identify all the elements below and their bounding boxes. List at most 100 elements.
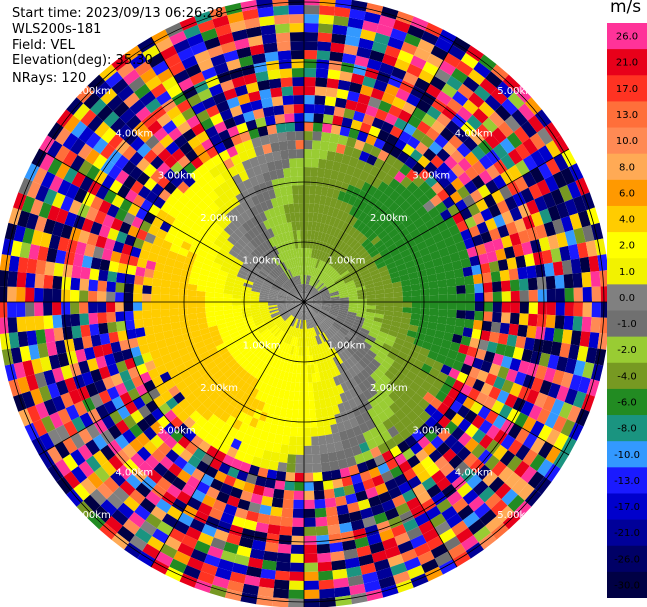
ppi-gate <box>374 313 384 319</box>
ppi-gate <box>448 224 461 237</box>
ppi-gate <box>383 283 393 290</box>
ppi-gate <box>260 24 276 36</box>
ppi-gate <box>169 308 179 317</box>
ppi-gate <box>34 371 48 389</box>
ppi-gate <box>467 387 481 401</box>
ppi-gate <box>47 122 64 141</box>
ppi-gate <box>329 310 339 315</box>
ppi-gate <box>107 149 123 165</box>
ppi-gate <box>319 222 325 233</box>
field-label: Field: VEL <box>12 38 75 53</box>
ppi-gate <box>198 227 210 239</box>
ppi-gate <box>291 59 304 69</box>
ppi-gate <box>364 365 374 376</box>
ppi-gate <box>260 201 269 212</box>
ppi-gate <box>494 104 512 122</box>
ppi-gate <box>451 68 468 84</box>
ppi-gate <box>362 516 377 528</box>
ppi-gate <box>312 299 322 302</box>
ppi-gate <box>255 275 265 282</box>
ppi-gate <box>306 328 310 338</box>
ppi-gate <box>165 397 179 410</box>
ppi-gate <box>431 168 445 182</box>
ppi-gate <box>415 448 429 463</box>
ppi-gate <box>514 412 529 428</box>
ppi-gate <box>472 480 489 496</box>
ppi-gate <box>252 408 263 420</box>
ppi-gate <box>62 264 73 278</box>
ppi-gate <box>292 258 297 268</box>
ppi-gate <box>366 261 377 270</box>
ppi-gate <box>355 159 367 171</box>
ppi-gate <box>115 139 131 155</box>
ppi-gate <box>545 446 562 464</box>
ppi-gate <box>564 358 577 375</box>
ppi-gate <box>408 271 419 280</box>
ppi-gate <box>221 334 232 343</box>
ppi-gate <box>110 470 126 487</box>
ppi-gate <box>320 343 326 353</box>
ppi-gate <box>227 358 238 369</box>
ppi-gate <box>245 219 255 230</box>
ppi-gate <box>394 183 407 195</box>
ppi-gate <box>322 416 331 427</box>
ppi-gate <box>166 83 183 99</box>
ppi-gate <box>245 167 256 179</box>
ppi-gate <box>371 342 382 351</box>
ppi-gate <box>327 284 337 290</box>
ppi-gate <box>159 134 174 149</box>
ppi-gate <box>304 391 310 401</box>
ppi-gate <box>355 316 365 322</box>
ppi-gate <box>431 491 447 506</box>
ppi-gate <box>283 371 289 382</box>
ppi-gate <box>437 316 448 325</box>
ppi-gate <box>330 304 340 308</box>
ppi-gate <box>63 471 81 489</box>
ppi-gate <box>229 20 246 33</box>
ppi-gate <box>294 212 300 222</box>
ppi-gate <box>341 272 351 280</box>
ppi-gate <box>318 435 327 446</box>
ppi-gate <box>304 302 306 311</box>
ppi-gate <box>472 212 485 226</box>
ppi-gate <box>30 198 44 216</box>
ppi-gate <box>359 470 372 482</box>
ppi-gate <box>115 282 125 293</box>
ppi-gate <box>308 382 314 392</box>
ppi-gate <box>384 292 394 298</box>
ppi-gate <box>536 276 547 290</box>
ppi-gate <box>457 171 472 186</box>
ppi-gate <box>308 328 312 338</box>
colorbar-tick-label: -6.0 <box>617 397 637 408</box>
ppi-gate <box>328 285 337 291</box>
ppi-gate <box>488 331 500 344</box>
ppi-gate <box>343 484 356 496</box>
ppi-gate <box>70 277 81 291</box>
ppi-gate <box>304 113 314 123</box>
ppi-gate <box>203 433 216 446</box>
ppi-gate <box>289 317 295 326</box>
ppi-gate <box>343 348 353 358</box>
ppi-gate <box>13 361 26 379</box>
ppi-gate <box>85 164 101 181</box>
ppi-gate <box>371 415 383 427</box>
ppi-gate <box>249 436 260 448</box>
ppi-gate <box>245 276 255 283</box>
ppi-gate <box>452 497 469 514</box>
ppi-gate <box>205 125 219 139</box>
ppi-gate <box>220 512 235 525</box>
ppi-gate <box>429 194 443 207</box>
ppi-gate <box>25 374 39 391</box>
ppi-gate <box>277 177 286 188</box>
ppi-gate <box>289 427 298 437</box>
ppi-gate <box>83 346 96 361</box>
ppi-gate <box>116 464 133 481</box>
ppi-gate <box>304 302 311 308</box>
ppi-gate <box>245 81 260 94</box>
ppi-gate <box>277 331 285 340</box>
ppi-gate <box>282 167 291 178</box>
ppi-gate <box>204 36 221 50</box>
ppi-gate <box>335 143 346 155</box>
ppi-gate <box>304 122 314 132</box>
ppi-gate <box>234 142 246 154</box>
